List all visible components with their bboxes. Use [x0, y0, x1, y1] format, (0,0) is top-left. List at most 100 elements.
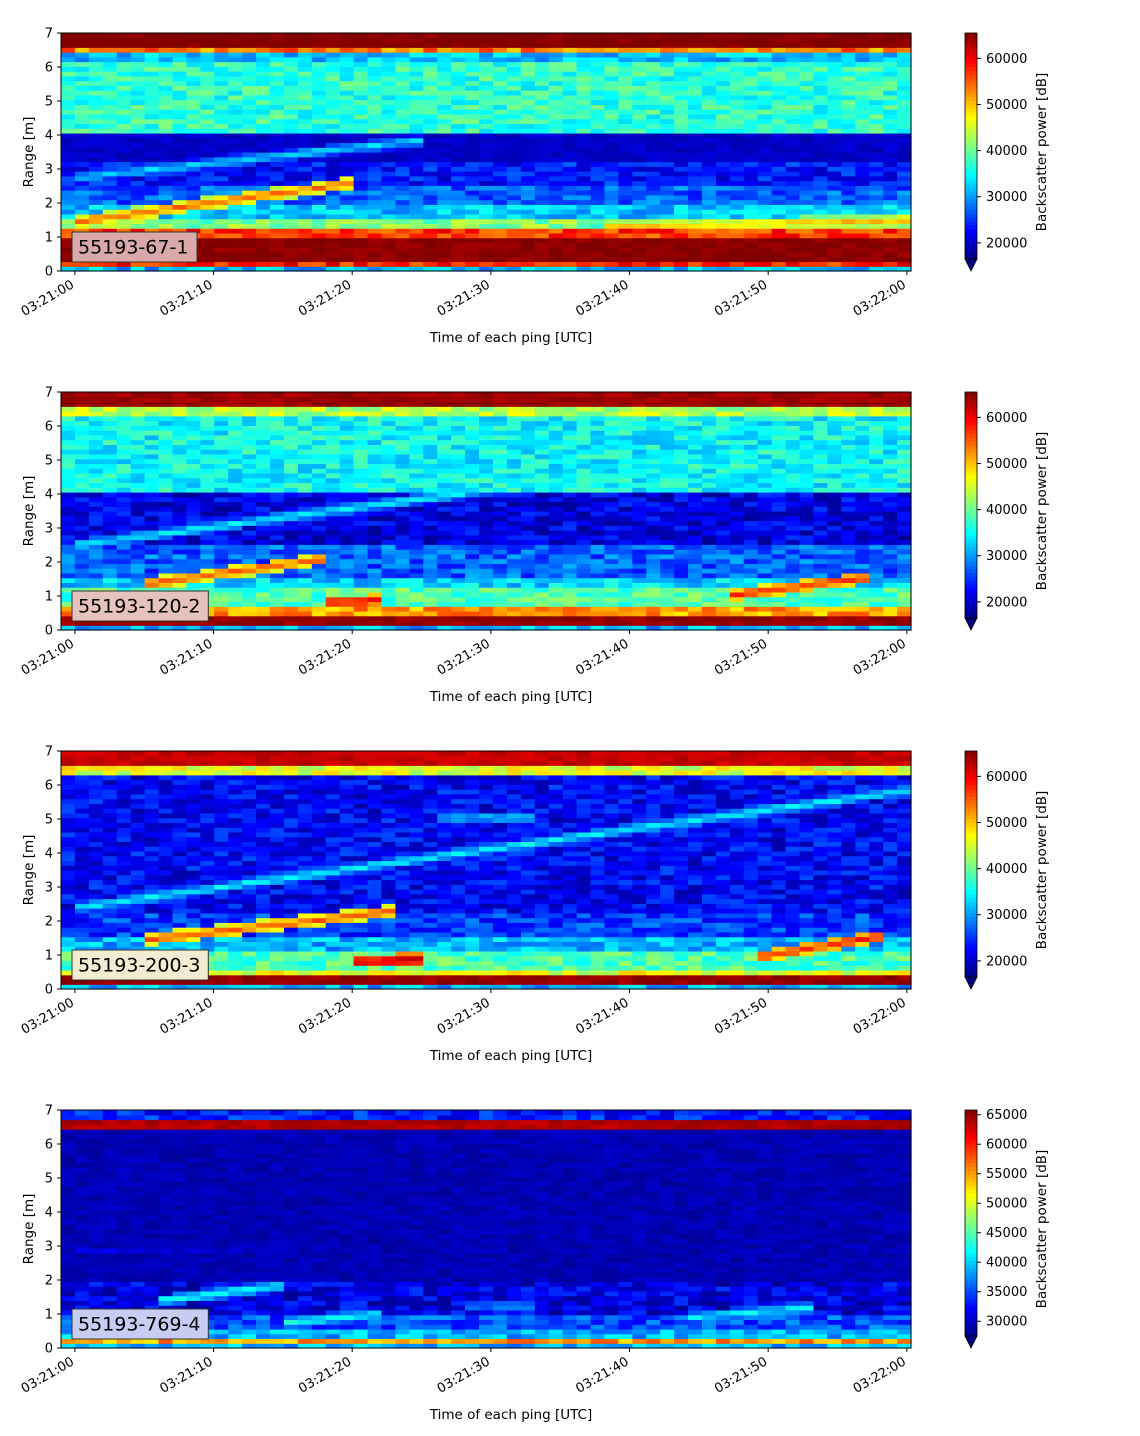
- heatmap-cell: [256, 180, 271, 186]
- heatmap-cell: [339, 256, 355, 263]
- heatmap-cell: [283, 572, 299, 579]
- heatmap-cell: [381, 104, 397, 110]
- heatmap-cell: [256, 147, 271, 153]
- heatmap-cell: [506, 161, 522, 167]
- heatmap-cell: [520, 266, 536, 272]
- heatmap-cell: [492, 37, 508, 44]
- heatmap-cell: [214, 104, 229, 110]
- heatmap-cell: [214, 90, 229, 96]
- heatmap-cell: [548, 75, 564, 82]
- heatmap-cell: [297, 620, 313, 626]
- heatmap-cell: [297, 415, 313, 422]
- heatmap-cell: [771, 99, 787, 105]
- heatmap-cell: [367, 587, 383, 593]
- heatmap-cell: [242, 411, 257, 417]
- heatmap-cell: [646, 156, 661, 163]
- heatmap-cell: [757, 47, 773, 53]
- heatmap-cell: [479, 137, 494, 144]
- heatmap-cell: [172, 61, 188, 67]
- heatmap-cell: [423, 411, 438, 417]
- heatmap-cell: [576, 94, 592, 101]
- heatmap-cell: [186, 190, 201, 196]
- heatmap-cell: [492, 539, 508, 545]
- heatmap-cell: [729, 213, 745, 220]
- heatmap-cell: [283, 458, 299, 464]
- heatmap-cell: [799, 104, 815, 110]
- heatmap-cell: [311, 625, 327, 631]
- heatmap-cell: [214, 477, 229, 484]
- heatmap-cell: [897, 261, 912, 267]
- heatmap-cell: [214, 99, 229, 105]
- heatmap-cell: [465, 218, 480, 224]
- heatmap-cell: [757, 128, 773, 134]
- heatmap-cell: [102, 156, 118, 163]
- heatmap-cell: [186, 511, 201, 517]
- heatmap-cell: [423, 615, 438, 622]
- heatmap-cell: [604, 199, 619, 205]
- heatmap-cell: [660, 94, 675, 101]
- heatmap-cell: [506, 142, 522, 148]
- heatmap-cell: [618, 142, 633, 148]
- heatmap-cell: [799, 171, 815, 177]
- heatmap-cell: [729, 33, 745, 39]
- heatmap-cell: [548, 439, 564, 445]
- heatmap-cell: [339, 232, 355, 239]
- heatmap-cell: [520, 52, 536, 58]
- heatmap-cell: [604, 142, 619, 148]
- heatmap-cell: [771, 266, 787, 272]
- heatmap-cell: [311, 180, 327, 186]
- heatmap-cell: [465, 596, 480, 603]
- heatmap-cell: [395, 420, 410, 426]
- heatmap-cell: [409, 444, 424, 450]
- heatmap-cell: [451, 506, 466, 512]
- heatmap-cell: [88, 90, 104, 96]
- heatmap-cell: [214, 190, 229, 196]
- heatmap-cell: [283, 568, 299, 574]
- heatmap-cell: [270, 99, 285, 105]
- heatmap-cell: [506, 232, 522, 239]
- heatmap-cell: [395, 171, 410, 177]
- heatmap-cell: [381, 496, 397, 503]
- heatmap-cell: [632, 104, 647, 110]
- heatmap-cell: [604, 75, 619, 82]
- heatmap-cell: [646, 113, 661, 120]
- heatmap-cell: [897, 242, 912, 248]
- heatmap-cell: [102, 190, 118, 196]
- heatmap-cell: [423, 530, 438, 536]
- heatmap-cell: [116, 75, 132, 82]
- heatmap-cell: [520, 242, 536, 248]
- heatmap-cell: [423, 477, 438, 484]
- heatmap-cell: [325, 601, 341, 607]
- heatmap-cell: [492, 118, 508, 125]
- heatmap-cell: [409, 587, 424, 593]
- heatmap-cell: [813, 242, 828, 248]
- heatmap-cell: [242, 430, 257, 436]
- heatmap-cell: [771, 109, 787, 115]
- heatmap-cell: [158, 620, 174, 626]
- heatmap-cell: [715, 113, 731, 120]
- heatmap-cell: [465, 204, 480, 210]
- heatmap-cell: [88, 166, 104, 172]
- heatmap-cell: [785, 142, 801, 148]
- heatmap-cell: [715, 47, 731, 53]
- heatmap-cell: [214, 587, 229, 593]
- heatmap-cell: [158, 228, 174, 234]
- heatmap-cell: [827, 94, 842, 101]
- heatmap-cell: [437, 223, 452, 229]
- heatmap-cell: [562, 477, 578, 484]
- heatmap-cell: [172, 185, 188, 191]
- heatmap-cell: [534, 171, 550, 177]
- heatmap-cell: [869, 251, 884, 258]
- heatmap-cell: [465, 396, 480, 403]
- heatmap-cell: [88, 71, 104, 77]
- heatmap-cell: [367, 511, 383, 517]
- heatmap-cell: [799, 128, 815, 134]
- heatmap-cell: [228, 37, 243, 44]
- heatmap-cell: [562, 190, 578, 196]
- heatmap-cell: [897, 33, 912, 39]
- heatmap-cell: [242, 185, 257, 191]
- heatmap-cell: [283, 175, 299, 182]
- heatmap-cell: [270, 180, 285, 186]
- heatmap-cell: [869, 147, 884, 153]
- heatmap-cell: [674, 180, 689, 186]
